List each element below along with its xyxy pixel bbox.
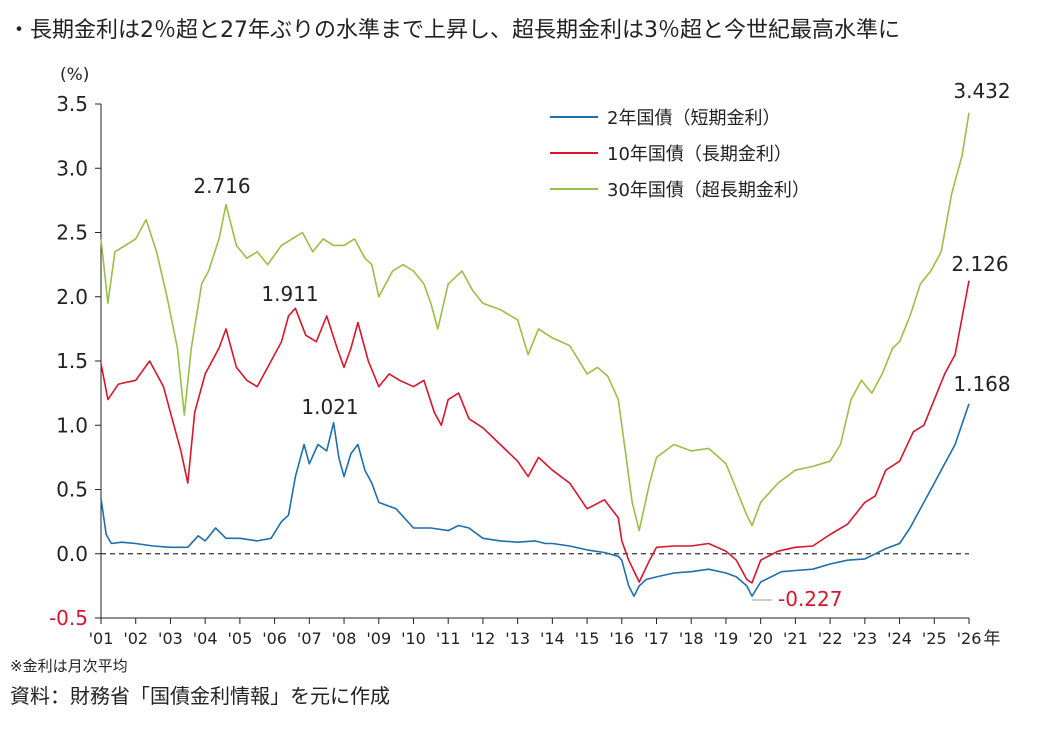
y-tick-label: 3.0	[56, 156, 88, 180]
x-tick-label: '06	[262, 629, 287, 648]
x-tick-label: '19	[714, 629, 739, 648]
x-tick-label: '08	[332, 629, 357, 648]
series-line-two_year	[100, 403, 970, 597]
legend-label-thirty_year: 30年国債（超長期金利）	[607, 180, 810, 201]
y-axis-unit: (%)	[60, 65, 89, 85]
data-label: 2.716	[193, 174, 250, 198]
y-tick-label: 1.0	[56, 413, 88, 437]
x-tick-label: '23	[852, 629, 877, 648]
y-tick-label: 3.5	[56, 92, 88, 116]
x-tick-label: '21	[783, 629, 808, 648]
x-tick-label: '24	[887, 629, 912, 648]
source-credit: 資料：財務省「国債金利情報」を元に作成	[10, 684, 390, 708]
x-tick-label: '11	[436, 629, 461, 648]
x-tick-label: '14	[540, 629, 565, 648]
data-labels: 1.021 1.911 2.716 3.432 2.126 1.168 -0.227	[193, 79, 1010, 611]
x-tick-label: '26	[957, 629, 982, 648]
y-tick-label: 1.5	[56, 349, 88, 373]
x-tick-label: '20	[748, 629, 773, 648]
x-tick-label: '04	[193, 629, 218, 648]
y-axis: (%) 3.5 3.0 2.5 2.0 1.5 1.0 0.5 0.0 -0.5	[49, 65, 102, 630]
y-tick-label: 2.5	[56, 221, 88, 245]
data-label: 1.911	[261, 282, 318, 306]
x-tick-label: '17	[644, 629, 669, 648]
x-tick-label: '18	[679, 629, 704, 648]
data-label: 1.021	[301, 395, 358, 419]
chart-title: ・長期金利は2％超と27年ぶりの水準まで上昇し、超長期金利は3％超と今世紀最高水…	[8, 18, 900, 43]
x-tick-label: '09	[366, 629, 391, 648]
x-tick-label: '12	[471, 629, 496, 648]
y-tick-label: -0.5	[49, 606, 88, 630]
x-tick-label: '16	[609, 629, 634, 648]
y-tick-label: 0.0	[56, 542, 88, 566]
legend-label-ten_year: 10年国債（長期金利）	[607, 144, 792, 165]
data-label: 3.432	[953, 79, 1010, 103]
x-axis-unit: 年	[984, 629, 1001, 649]
legend: 2年国債（短期金利） 10年国債（長期金利） 30年国債（超長期金利）	[550, 108, 810, 201]
x-tick-label: '05	[227, 629, 252, 648]
footnote: ※金利は月次平均	[10, 657, 128, 675]
data-label: -0.227	[778, 587, 842, 611]
y-tick-label: 0.5	[56, 478, 88, 502]
data-label: 2.126	[951, 252, 1008, 276]
x-tick-label: '25	[922, 629, 947, 648]
x-tick-label: '02	[123, 629, 148, 648]
x-tick-label: '01	[89, 629, 114, 648]
x-tick-label: '22	[818, 629, 843, 648]
legend-label-two_year: 2年国債（短期金利）	[607, 108, 780, 129]
x-tick-label: '10	[401, 629, 426, 648]
y-tick-label: 2.0	[56, 285, 88, 309]
x-tick-label: '15	[575, 629, 600, 648]
x-axis: '01 '02 '03 '04 '05 '06 '07 '08 '09 '10 '11 '12 '13 '…	[89, 617, 1001, 649]
series-line-ten_year	[100, 280, 970, 584]
x-tick-label: '07	[297, 629, 322, 648]
x-tick-label: '13	[505, 629, 530, 648]
data-label: 1.168	[953, 372, 1010, 396]
series-lines	[100, 112, 970, 597]
x-tick-label: '03	[158, 629, 183, 648]
series-line-thirty_year	[100, 112, 970, 532]
